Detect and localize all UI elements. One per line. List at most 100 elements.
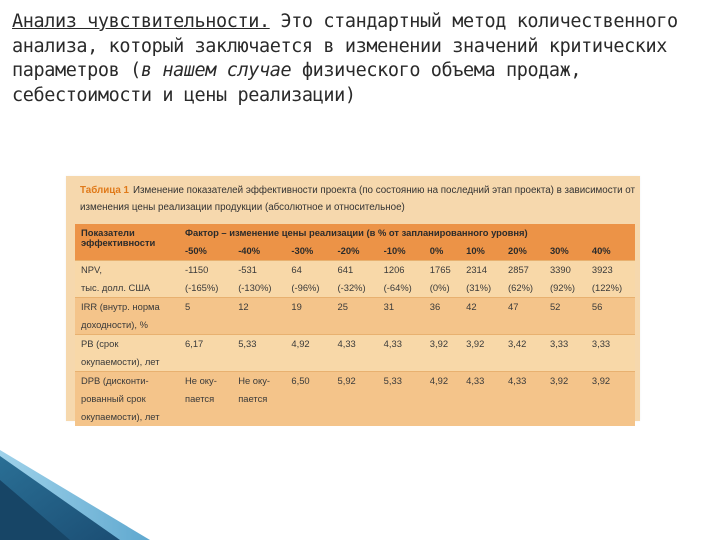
caption-text: Изменение показателей эффективности прое… xyxy=(80,185,636,213)
corner-decoration xyxy=(0,450,150,540)
table-cell: (-64%) xyxy=(377,279,424,298)
table-cell: 5 xyxy=(179,297,233,316)
table-cell: 64 xyxy=(285,260,332,279)
table-cell xyxy=(585,353,635,372)
header-row-2: -50% -40% -30% -20% -10% 0% 10% 20% 30% … xyxy=(75,242,635,261)
paragraph-text-1: Это стандартный метод количественного ан… xyxy=(12,11,678,81)
table-cell xyxy=(585,316,635,335)
factor-header: Фактор – изменение цены реализации (в % … xyxy=(179,224,635,242)
table-cell: 3,92 xyxy=(460,334,503,353)
table-row: тыс. долл. США (-165%) (-130%) (-96%) (-32%)… xyxy=(75,279,635,298)
table-cell xyxy=(331,353,378,372)
table-cell: 12 xyxy=(232,297,286,316)
table-cell: 4,33 xyxy=(331,334,378,353)
table-row: рованный срок пается пается xyxy=(75,390,635,408)
table-cell: 3,33 xyxy=(585,334,635,353)
col-header: 40% xyxy=(585,242,635,261)
table-cell xyxy=(460,390,503,408)
table-cell: 641 xyxy=(331,260,378,279)
table-card: Таблица 1 Изменение показателей эффективн… xyxy=(66,176,640,426)
table-cell xyxy=(502,316,544,335)
table-cell: (-32%) xyxy=(331,279,378,298)
table-cell xyxy=(285,353,332,372)
row-label: рованный срок xyxy=(75,390,179,408)
table-cell: 5,33 xyxy=(377,371,424,390)
table-cell: (-130%) xyxy=(232,279,286,298)
table-cell xyxy=(377,408,424,426)
row-label: тыс. долл. США xyxy=(75,279,179,298)
table-cell: 19 xyxy=(285,297,332,316)
table-cell xyxy=(285,390,332,408)
col-header: 30% xyxy=(543,242,586,261)
table-cell: 2314 xyxy=(460,260,503,279)
table-cell xyxy=(179,408,233,426)
table-cell: -1150 xyxy=(179,260,233,279)
table-cell xyxy=(179,316,233,335)
table-cell xyxy=(423,408,461,426)
table-cell: 6,17 xyxy=(179,334,233,353)
table-cell xyxy=(460,353,503,372)
table-cell: пается xyxy=(232,390,286,408)
row-label: DPB (дисконти- xyxy=(75,371,179,390)
table-cell: Не оку- xyxy=(179,371,233,390)
col-header: 10% xyxy=(460,242,503,261)
table-cell: 5,33 xyxy=(232,334,286,353)
table-cell xyxy=(423,353,461,372)
row-label: окупаемости), лет xyxy=(75,408,179,426)
table-cell xyxy=(179,353,233,372)
table-cell: 56 xyxy=(585,297,635,316)
table-cell: 4,92 xyxy=(423,371,461,390)
row-label: доходности), % xyxy=(75,316,179,335)
table-cell xyxy=(232,408,286,426)
paragraph-italic: в нашем случае xyxy=(140,60,292,81)
table-cell xyxy=(543,408,586,426)
table-cell: 3,33 xyxy=(543,334,586,353)
header-row-1: Показатели эффективности Фактор – измене… xyxy=(75,224,635,261)
corner-header: Показатели эффективности xyxy=(75,224,179,261)
table-cell: 3923 xyxy=(585,260,635,279)
table-cell: 25 xyxy=(331,297,378,316)
table-cell xyxy=(377,390,424,408)
table-cell: 4,33 xyxy=(460,371,503,390)
row-label: PB (срок xyxy=(75,334,179,353)
table-cell: 42 xyxy=(460,297,503,316)
table-cell xyxy=(232,353,286,372)
table-cell: 2857 xyxy=(502,260,544,279)
table-cell: 4,92 xyxy=(285,334,332,353)
table-cell xyxy=(502,408,544,426)
table-cell: 3,92 xyxy=(423,334,461,353)
col-header: -30% xyxy=(285,242,332,261)
table-cell: (0%) xyxy=(423,279,461,298)
table-cell xyxy=(285,408,332,426)
col-header: 20% xyxy=(502,242,544,261)
table-row: окупаемости), лет xyxy=(75,408,635,426)
table-cell: 36 xyxy=(423,297,461,316)
table-cell: 1765 xyxy=(423,260,461,279)
table-cell: Не оку- xyxy=(232,371,286,390)
table-cell xyxy=(285,316,332,335)
table-cell xyxy=(423,390,461,408)
caption-label: Таблица 1 xyxy=(80,185,130,196)
intro-paragraph: Анализ чувствительности. Это стандартный… xyxy=(12,10,712,108)
table-cell xyxy=(585,390,635,408)
col-header: -10% xyxy=(377,242,424,261)
row-label: NPV, xyxy=(75,260,179,279)
table-cell: пается xyxy=(179,390,233,408)
table-cell: -531 xyxy=(232,260,286,279)
table-cell xyxy=(543,316,586,335)
table-cell: (62%) xyxy=(502,279,544,298)
col-header: -40% xyxy=(232,242,286,261)
table-cell: 1206 xyxy=(377,260,424,279)
table-cell: 6,50 xyxy=(285,371,332,390)
table-cell xyxy=(585,408,635,426)
table-cell xyxy=(502,353,544,372)
row-label: IRR (внутр. норма xyxy=(75,297,179,316)
table-cell: 3,92 xyxy=(543,371,586,390)
table-cell: (31%) xyxy=(460,279,503,298)
table-cell: (-96%) xyxy=(285,279,332,298)
sensitivity-table: Показатели эффективности Фактор – измене… xyxy=(75,224,635,426)
table-caption: Таблица 1 Изменение показателей эффективн… xyxy=(80,182,636,216)
table-row: окупаемости), лет xyxy=(75,353,635,372)
table-row: IRR (внутр. норма 5 12 19 25 31 36 42 47 52 56 xyxy=(75,297,635,316)
table-cell: (92%) xyxy=(543,279,586,298)
